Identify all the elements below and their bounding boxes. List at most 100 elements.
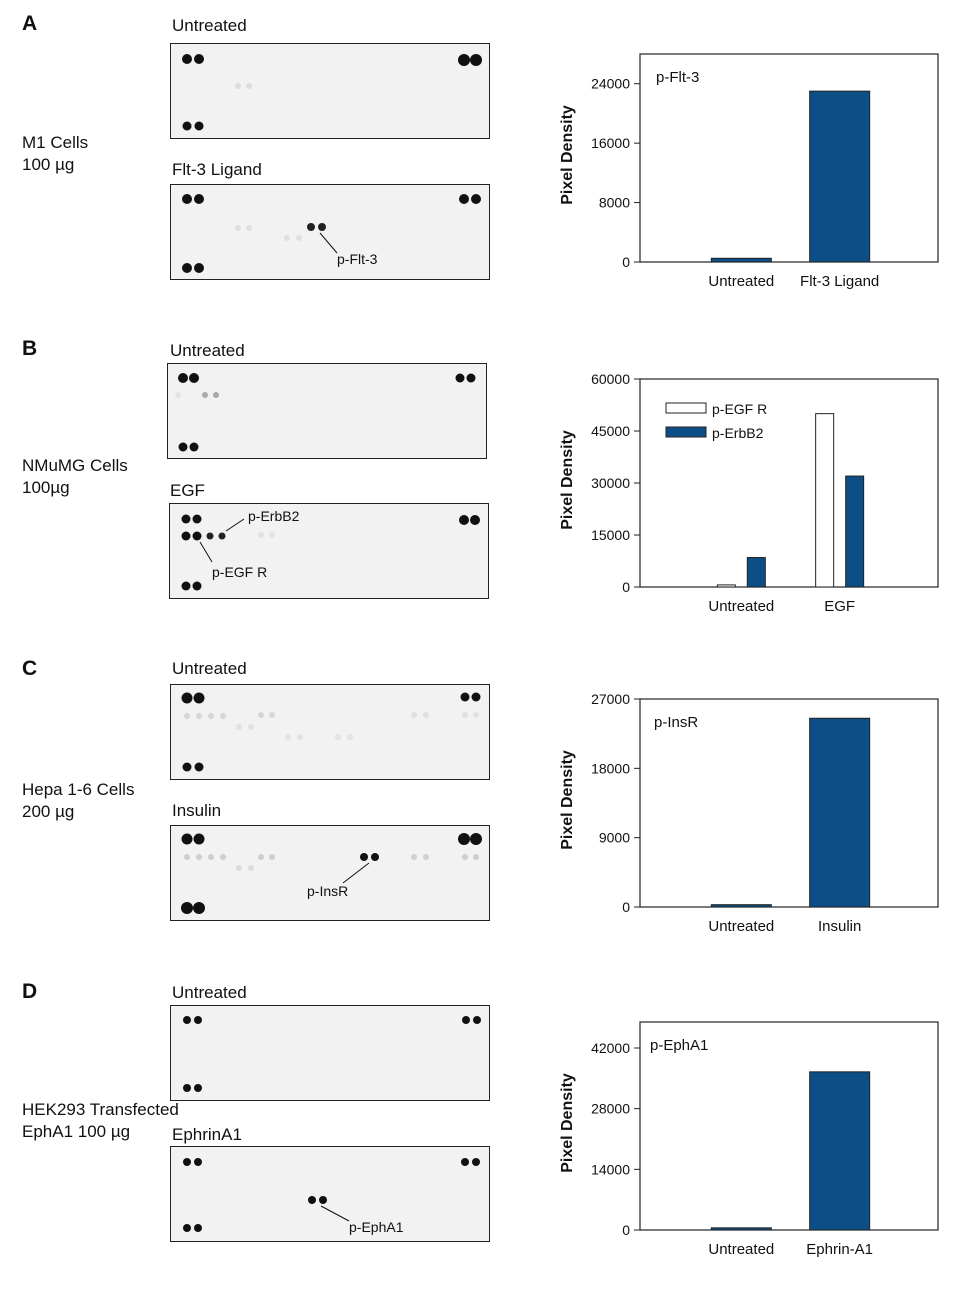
blot-annotation-2: p-EGF R [212, 564, 267, 580]
panel-letter: B [22, 337, 38, 360]
y-axis-label: Pixel Density [559, 750, 576, 850]
ref-spot [194, 1016, 202, 1024]
ref-spot [182, 762, 192, 772]
chart-title: p-EphA1 [650, 1037, 708, 1054]
cell-line-amount: 100 µg [22, 155, 75, 174]
signal-spot [318, 223, 326, 231]
plot-frame [639, 1021, 939, 1231]
bar [809, 90, 871, 263]
faint-spot [248, 724, 254, 730]
ref-spot [193, 833, 205, 845]
y-axis-label: Pixel Density [559, 430, 576, 530]
chart-svg: Pixel Density p-Flt-3 0 8000 16000 24000 Unt… [559, 53, 939, 290]
ref-spot [462, 1016, 470, 1024]
faint-spot [235, 225, 241, 231]
ref-spot [178, 442, 188, 452]
ref-spot [461, 1158, 469, 1166]
ref-spot [178, 373, 188, 383]
signal-spot [307, 223, 315, 231]
x-tick-label: Flt-3 Ligand [800, 273, 879, 290]
y-tick-label: 30000 [591, 475, 630, 491]
chart-svg: Pixel Density p-InsR 0 9000 18000 27000 Untr… [559, 691, 939, 935]
ref-spot [194, 1084, 202, 1092]
signal-spot [308, 1196, 316, 1204]
legend-label: p-EGF R [712, 401, 767, 417]
panel-c: C Hepa 1-6 Cells 200 µg Untreated Insuli… [0, 645, 960, 967]
faint-spot [462, 712, 468, 718]
ref-spot [458, 833, 470, 845]
bar [746, 557, 766, 588]
bar [809, 1071, 871, 1231]
x-tick-label: EGF [824, 598, 855, 615]
faint-spot [462, 854, 468, 860]
faint-spot [258, 712, 264, 718]
blot-title-treated: EGF [170, 481, 205, 500]
faint-spot [347, 734, 353, 740]
blot-dots: p-InsR [181, 833, 482, 914]
x-tick-label: Untreated [708, 598, 774, 615]
ref-spot [192, 581, 202, 591]
annotation-leader [319, 232, 338, 254]
ref-spot [181, 692, 193, 704]
blot-dots [183, 1016, 481, 1092]
blot-annotation: p-InsR [307, 883, 348, 899]
ref-spot [473, 1016, 481, 1024]
y-tick-label: 60000 [591, 371, 630, 387]
annotation-leader [199, 541, 213, 563]
signal-spot [371, 853, 379, 861]
legend-swatch [665, 402, 707, 414]
faint-spot [297, 734, 303, 740]
y-tick-label: 27000 [591, 691, 630, 707]
y-axis-label: Pixel Density [559, 105, 576, 205]
y-tick-label: 24000 [591, 76, 630, 92]
ref-spot [460, 692, 470, 702]
x-tick-label: Untreated [708, 273, 774, 290]
faint-spot [285, 734, 291, 740]
legend-swatch [665, 426, 707, 438]
ref-spot [470, 833, 482, 845]
faint-spot [335, 734, 341, 740]
ref-spot [183, 1016, 191, 1024]
y-tick-label: 14000 [591, 1161, 630, 1177]
ref-spot [189, 373, 199, 383]
signal-spot [206, 532, 214, 540]
blot-dots: p-ErbB2 p-EGF R [181, 508, 480, 591]
faint-spot [258, 854, 264, 860]
blot-title-untreated: Untreated [172, 983, 247, 1002]
panel-a: A M1 Cells 100 µg Untreated Flt-3 Ligand… [0, 0, 960, 322]
ref-spot [194, 194, 204, 204]
faint-spot [236, 724, 242, 730]
blot-dots [181, 692, 481, 772]
ref-spot [459, 194, 469, 204]
cell-line-label: Hepa 1-6 Cells 200 µg [22, 779, 134, 823]
signal-spot [218, 532, 226, 540]
blot-annotation: p-EphA1 [349, 1219, 404, 1235]
ref-spot [194, 54, 204, 64]
faint-spot [423, 854, 429, 860]
ref-spot [181, 902, 193, 914]
ref-spot [182, 121, 192, 131]
faint-spot [473, 712, 479, 718]
ref-spot [458, 54, 470, 66]
y-tick-label: 0 [622, 1222, 630, 1238]
faint-spot [258, 532, 264, 538]
y-tick-label: 9000 [599, 830, 630, 846]
faint-spot [269, 854, 275, 860]
legend-label: p-ErbB2 [712, 425, 764, 441]
signal-spot [192, 531, 202, 541]
signal-spot [360, 853, 368, 861]
ref-spot [455, 373, 465, 383]
ref-spot [183, 1158, 191, 1166]
faint-spot [196, 713, 202, 719]
faint-spot [175, 392, 181, 398]
y-tick-label: 0 [622, 899, 630, 915]
bar [815, 413, 835, 588]
faint-spot [196, 854, 202, 860]
faint-spot [269, 712, 275, 718]
cell-line-name: NMuMG Cells [22, 456, 128, 475]
panel-letter: D [22, 980, 38, 1003]
faint-spot [411, 712, 417, 718]
blot-title-untreated: Untreated [172, 659, 247, 678]
cell-line-amount: 200 µg [22, 802, 75, 821]
blot-array-treated: p-EphA1 [170, 1146, 490, 1242]
